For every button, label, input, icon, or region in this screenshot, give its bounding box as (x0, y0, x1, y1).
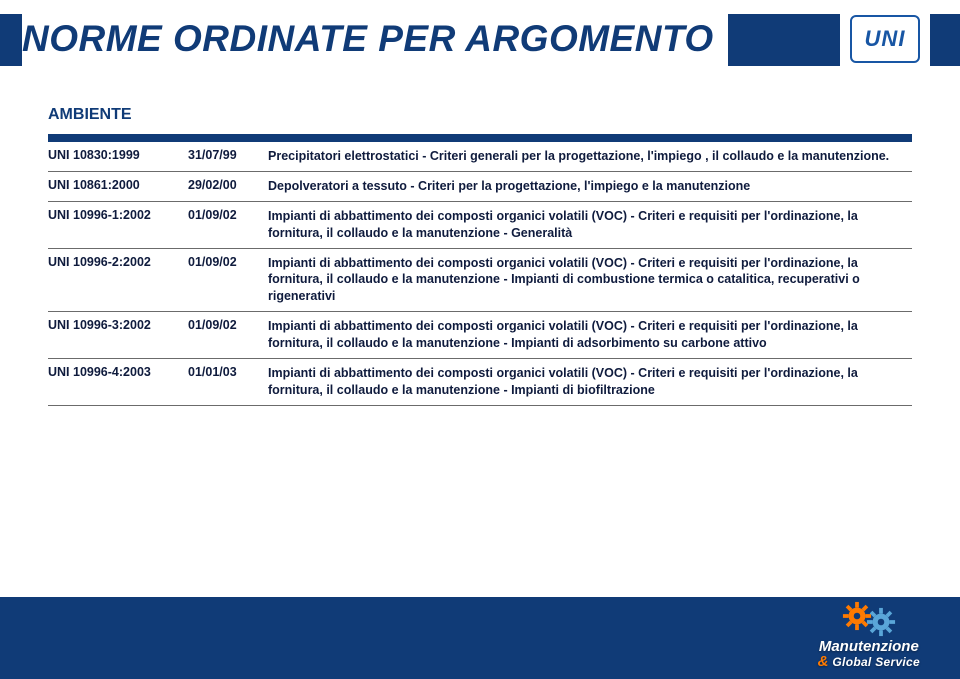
cell-description: Impianti di abbattimento dei composti or… (268, 358, 912, 405)
cell-code: UNI 10996-4:2003 (48, 358, 188, 405)
page: { "title": "NORME ORDINATE PER ARGOMENTO… (0, 0, 960, 679)
cell-date: 01/09/02 (188, 312, 268, 359)
cell-date: 01/09/02 (188, 201, 268, 248)
gear-icon (866, 607, 896, 637)
table-row: UNI 10996-4:200301/01/03Impianti di abba… (48, 358, 912, 405)
footer-line2: Global Service (832, 655, 920, 669)
cell-code: UNI 10830:1999 (48, 142, 188, 171)
table-row: UNI 10996-2:200201/09/02Impianti di abba… (48, 248, 912, 312)
cell-description: Impianti di abbattimento dei composti or… (268, 312, 912, 359)
cell-description: Precipitatori elettrostatici - Criteri g… (268, 142, 912, 171)
footer-badge-text: Manutenzione & Global Service (818, 639, 920, 669)
standards-table-wrap: UNI 10830:199931/07/99Precipitatori elet… (0, 134, 960, 406)
gear-icons (842, 601, 896, 637)
footer-line1-right: anutenzione (831, 638, 919, 655)
section-heading: AMBIENTE (0, 78, 960, 134)
standards-table: UNI 10830:199931/07/99Precipitatori elet… (48, 134, 912, 406)
cell-code: UNI 10996-3:2002 (48, 312, 188, 359)
footer-band: Manutenzione & Global Service (0, 597, 960, 679)
uni-logo: UNI (850, 15, 920, 63)
cell-date: 01/01/03 (188, 358, 268, 405)
cell-description: Impianti di abbattimento dei composti or… (268, 248, 912, 312)
cell-code: UNI 10996-1:2002 (48, 201, 188, 248)
cell-description: Depolveratori a tessuto - Criteri per la… (268, 171, 912, 201)
table-row: UNI 10830:199931/07/99Precipitatori elet… (48, 142, 912, 171)
cell-code: UNI 10996-2:2002 (48, 248, 188, 312)
table-header-band (48, 134, 912, 142)
cell-code: UNI 10861:2000 (48, 171, 188, 201)
table-row: UNI 10996-3:200201/09/02Impianti di abba… (48, 312, 912, 359)
table-body: UNI 10830:199931/07/99Precipitatori elet… (48, 142, 912, 405)
cell-description: Impianti di abbattimento dei composti or… (268, 201, 912, 248)
cell-date: 31/07/99 (188, 142, 268, 171)
cell-date: 29/02/00 (188, 171, 268, 201)
table-row: UNI 10996-1:200201/09/02Impianti di abba… (48, 201, 912, 248)
footer-amp: & (818, 653, 829, 670)
footer-badge: Manutenzione & Global Service (818, 601, 920, 669)
page-title: NORME ORDINATE PER ARGOMENTO (22, 0, 728, 78)
table-row: UNI 10861:200029/02/00Depolveratori a te… (48, 171, 912, 201)
cell-date: 01/09/02 (188, 248, 268, 312)
title-bar: NORME ORDINATE PER ARGOMENTO UNI (0, 0, 960, 78)
logo-container: UNI (840, 6, 930, 72)
